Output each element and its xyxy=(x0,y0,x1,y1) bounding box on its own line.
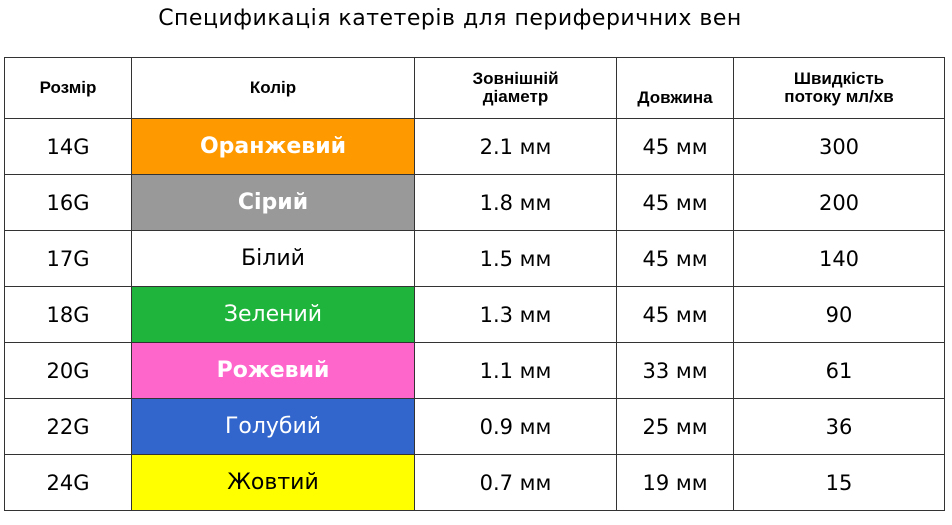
cell-length: 45 мм xyxy=(616,286,734,343)
header-color-label: Колір xyxy=(249,78,297,97)
header-size-label: Розмір xyxy=(39,78,97,97)
cell-diameter: 1.3 мм xyxy=(414,286,617,343)
cell-size: 22G xyxy=(4,398,132,455)
cell-size: 18G xyxy=(4,286,132,343)
table-row: 17G Білий 1.5 мм 45 мм 140 xyxy=(4,230,945,287)
cell-diameter: 1.5 мм xyxy=(414,230,617,287)
cell-size: 14G xyxy=(4,118,132,175)
cell-length: 33 мм xyxy=(616,342,734,399)
cell-size: 20G xyxy=(4,342,132,399)
cell-color: Сірий xyxy=(131,174,415,231)
cell-flow: 140 xyxy=(733,230,945,287)
cell-length: 45 мм xyxy=(616,230,734,287)
cell-flow: 90 xyxy=(733,286,945,343)
header-row: Розмір Колір Зовнішній діаметр Довжина Ш… xyxy=(4,57,945,119)
cell-color: Голубий xyxy=(131,398,415,455)
cell-length: 19 мм xyxy=(616,454,734,511)
cell-size: 24G xyxy=(4,454,132,511)
cell-flow: 15 xyxy=(733,454,945,511)
cell-color: Зелений xyxy=(131,286,415,343)
table-row: 20G Рожевий 1.1 мм 33 мм 61 xyxy=(4,342,945,399)
cell-size: 17G xyxy=(4,230,132,287)
cell-diameter: 2.1 мм xyxy=(414,118,617,175)
cell-diameter: 0.9 мм xyxy=(414,398,617,455)
cell-diameter: 1.8 мм xyxy=(414,174,617,231)
cell-color: Рожевий xyxy=(131,342,415,399)
cell-diameter: 1.1 мм xyxy=(414,342,617,399)
cell-length: 45 мм xyxy=(616,174,734,231)
header-color: Колір xyxy=(131,57,415,119)
cell-diameter: 0.7 мм xyxy=(414,454,617,511)
header-diameter-line1: Зовнішній xyxy=(472,69,559,88)
header-length-label: Довжина xyxy=(637,88,713,107)
table-body: 14G Оранжевий 2.1 мм 45 мм 300 16G Сірий 1.8 мм… xyxy=(4,118,945,511)
cell-flow: 36 xyxy=(733,398,945,455)
cell-color: Жовтий xyxy=(131,454,415,511)
table-row: 14G Оранжевий 2.1 мм 45 мм 300 xyxy=(4,118,945,175)
cell-flow: 200 xyxy=(733,174,945,231)
table-row: 18G Зелений 1.3 мм 45 мм 90 xyxy=(4,286,945,343)
cell-color: Білий xyxy=(131,230,415,287)
page-title: Спецификація катетерів для периферичних … xyxy=(158,6,742,31)
table-row: 16G Сірий 1.8 мм 45 мм 200 xyxy=(4,174,945,231)
header-flow-line1: Швидкість xyxy=(793,69,885,88)
header-size: Розмір xyxy=(4,57,132,119)
header-length: Довжина xyxy=(616,57,734,119)
cell-length: 25 мм xyxy=(616,398,734,455)
header-flow-line2: потоку мл/хв xyxy=(784,87,894,106)
cell-flow: 300 xyxy=(733,118,945,175)
header-diameter: Зовнішній діаметр xyxy=(414,57,617,119)
header-diameter-line2: діаметр xyxy=(482,87,549,106)
cell-color: Оранжевий xyxy=(131,118,415,175)
table-row: 24G Жовтий 0.7 мм 19 мм 15 xyxy=(4,454,945,511)
table-row: 22G Голубий 0.9 мм 25 мм 36 xyxy=(4,398,945,455)
cell-size: 16G xyxy=(4,174,132,231)
cell-length: 45 мм xyxy=(616,118,734,175)
cell-flow: 61 xyxy=(733,342,945,399)
header-flow: Швидкість потоку мл/хв xyxy=(733,57,945,119)
catheter-spec-table: Розмір Колір Зовнішній діаметр Довжина Ш… xyxy=(4,57,945,511)
